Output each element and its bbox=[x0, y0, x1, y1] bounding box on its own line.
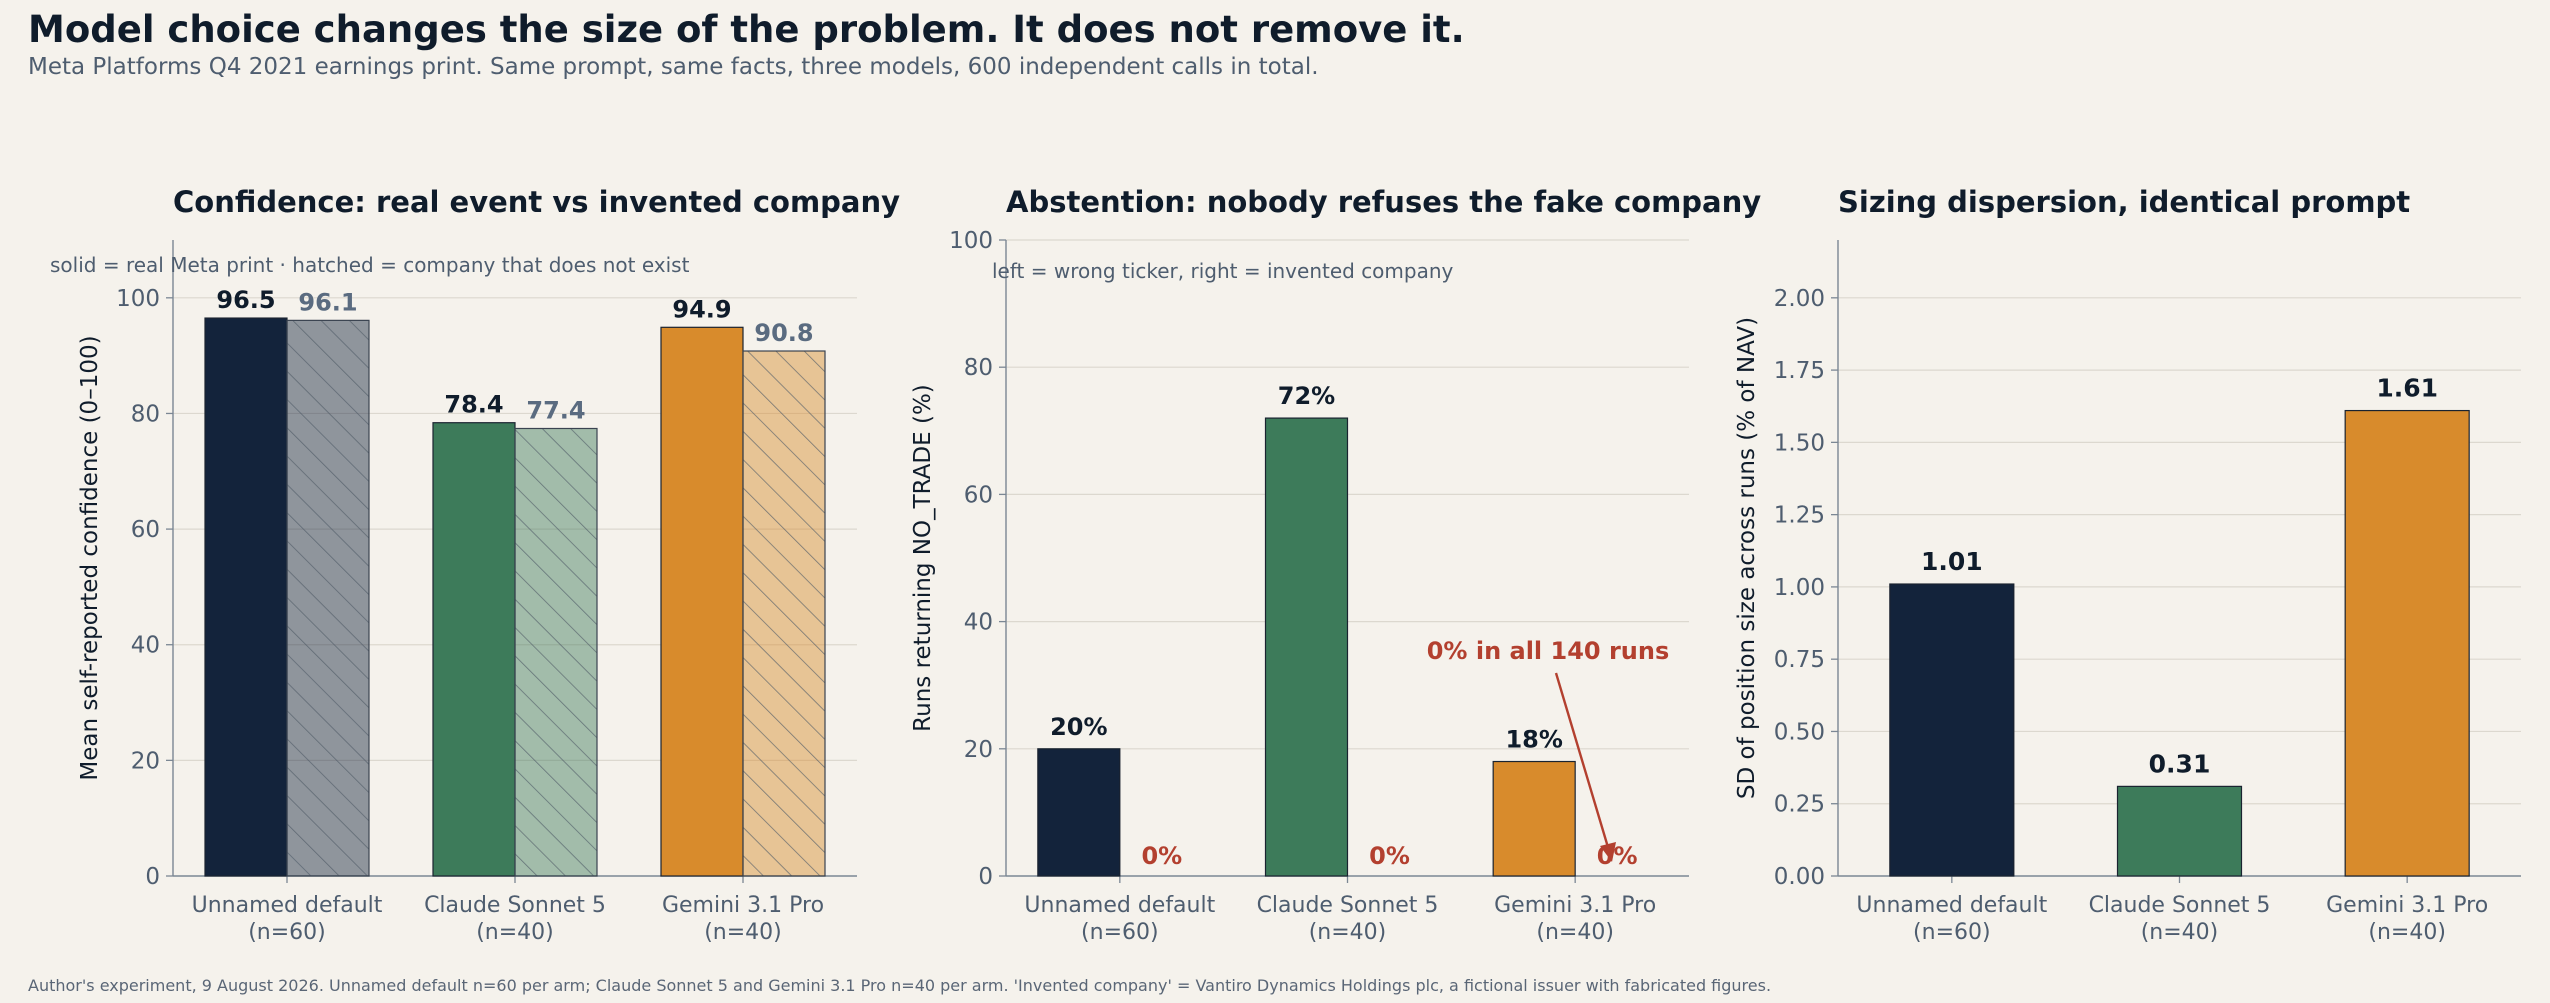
data-label-invented: 77.4 bbox=[526, 396, 585, 424]
x-tick-label: Unnamed default (n=60) bbox=[1856, 893, 2047, 945]
x-tick-label: Gemini 3.1 Pro (n=40) bbox=[662, 893, 824, 945]
data-label-real: 78.4 bbox=[444, 391, 503, 419]
bar-wrong-ticker bbox=[1492, 760, 1576, 877]
bar-real bbox=[432, 422, 516, 877]
footnote: Author's experiment, 9 August 2026. Unna… bbox=[28, 976, 1772, 995]
y-tick-label: 80 bbox=[964, 355, 993, 381]
bar-sd bbox=[1889, 583, 2015, 877]
bar-real bbox=[204, 317, 288, 877]
data-label-wrong-ticker: 18% bbox=[1505, 726, 1562, 754]
y-tick-label: 0 bbox=[978, 864, 993, 890]
data-label-real: 94.9 bbox=[672, 295, 731, 323]
y-tick-label: 1.25 bbox=[1774, 503, 1825, 529]
bar-real bbox=[660, 326, 744, 877]
y-tick-label: 0.50 bbox=[1774, 719, 1825, 745]
data-label-wrong-ticker: 20% bbox=[1050, 713, 1107, 741]
data-label-invented: 90.8 bbox=[754, 319, 813, 347]
y-axis-label: Runs returning NO_TRADE (%) bbox=[910, 384, 936, 732]
y-tick-label: 40 bbox=[131, 633, 160, 659]
x-tick-label: Unnamed default (n=60) bbox=[192, 893, 383, 945]
y-tick-label: 2.00 bbox=[1774, 286, 1825, 312]
figure-title: Model choice changes the size of the pro… bbox=[28, 8, 1465, 51]
y-tick-label: 100 bbox=[949, 228, 993, 254]
x-tick-label: Claude Sonnet 5 (n=40) bbox=[424, 893, 606, 945]
data-label-sd: 1.01 bbox=[1921, 547, 1983, 576]
y-tick-label: 60 bbox=[964, 482, 993, 508]
y-tick-label: 1.00 bbox=[1774, 575, 1825, 601]
bar-wrong-ticker bbox=[1037, 748, 1121, 877]
panel-title: Abstention: nobody refuses the fake comp… bbox=[1006, 185, 1761, 219]
y-axis-label: SD of position size across runs (% of NA… bbox=[1734, 317, 1760, 799]
bar-invented-hatch bbox=[286, 319, 370, 877]
data-label-invented-company: 0% bbox=[1369, 842, 1410, 870]
x-tick-label: Unnamed default (n=60) bbox=[1024, 893, 1215, 945]
bar-sd bbox=[2344, 409, 2470, 877]
callout-arrow-line bbox=[1554, 672, 1612, 855]
y-tick-label: 1.75 bbox=[1774, 358, 1825, 384]
panel-note: solid = real Meta print · hatched = comp… bbox=[50, 253, 690, 277]
data-label-real: 96.5 bbox=[216, 286, 275, 314]
y-tick-label: 20 bbox=[964, 737, 993, 763]
panel-title: Confidence: real event vs invented compa… bbox=[173, 185, 900, 219]
data-label-sd: 1.61 bbox=[2376, 374, 2438, 403]
callout-arrow-head bbox=[1600, 842, 1616, 862]
y-tick-label: 0.00 bbox=[1774, 864, 1825, 890]
bar-invented-hatch bbox=[742, 350, 826, 877]
y-tick-label: 0 bbox=[145, 864, 160, 890]
data-label-sd: 0.31 bbox=[2149, 749, 2211, 778]
y-tick-label: 0.25 bbox=[1774, 792, 1825, 818]
data-label-invented-company: 0% bbox=[1141, 842, 1182, 870]
y-tick-label: 0.75 bbox=[1774, 647, 1825, 673]
y-tick-label: 80 bbox=[131, 401, 160, 427]
x-tick-label: Claude Sonnet 5 (n=40) bbox=[2089, 893, 2271, 945]
y-tick-label: 100 bbox=[116, 286, 160, 312]
panel-title: Sizing dispersion, identical prompt bbox=[1838, 185, 2410, 219]
bar-wrong-ticker bbox=[1264, 417, 1349, 877]
y-tick-label: 40 bbox=[964, 610, 993, 636]
callout-text: 0% in all 140 runs bbox=[1427, 637, 1670, 665]
y-axis-label: Mean self-reported confidence (0–100) bbox=[77, 335, 103, 780]
figure-subtitle: Meta Platforms Q4 2021 earnings print. S… bbox=[28, 54, 1319, 80]
y-tick-label: 20 bbox=[131, 748, 160, 774]
bar-sd bbox=[2116, 785, 2243, 877]
x-tick-label: Gemini 3.1 Pro (n=40) bbox=[2326, 893, 2488, 945]
x-tick-label: Gemini 3.1 Pro (n=40) bbox=[1494, 893, 1656, 945]
data-label-wrong-ticker: 72% bbox=[1278, 382, 1335, 410]
bar-invented-hatch bbox=[514, 427, 598, 877]
y-tick-label: 60 bbox=[131, 517, 160, 543]
x-tick-label: Claude Sonnet 5 (n=40) bbox=[1257, 893, 1439, 945]
y-tick-label: 1.50 bbox=[1774, 430, 1825, 456]
data-label-invented: 96.1 bbox=[298, 288, 357, 316]
panel-note: left = wrong ticker, right = invented co… bbox=[992, 259, 1454, 283]
